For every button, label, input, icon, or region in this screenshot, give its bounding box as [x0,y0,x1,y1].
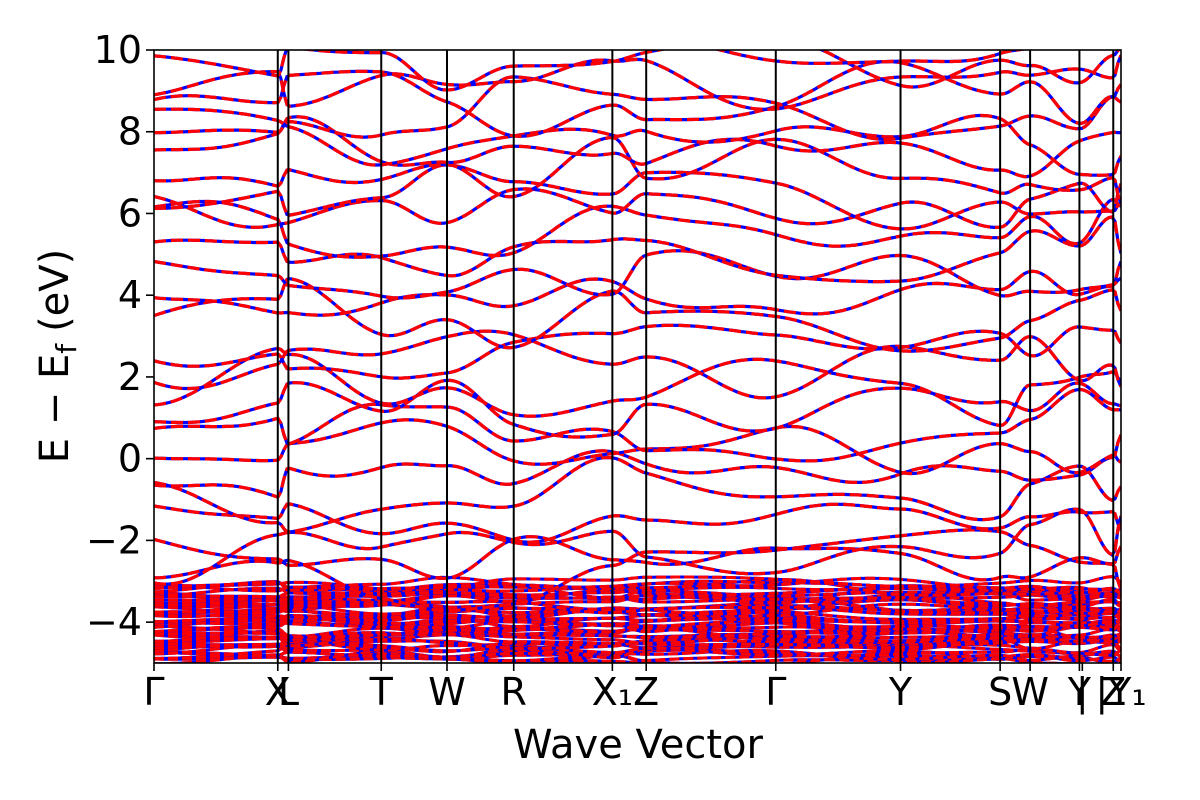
band-line-red [154,115,1121,179]
band-line-red [154,535,1121,582]
band-line-blue [154,215,1121,284]
x-tick-label: W [428,670,466,714]
band-line-red [154,260,1121,317]
x-tick-label: S [988,670,1012,714]
band-line-red [154,163,1121,231]
x-tick-label: R [501,670,527,714]
x-tick-label: T [369,670,394,714]
x-tick-label: X₁ [592,670,633,714]
band-line-blue [154,107,1121,177]
y-tick-label: 10 [94,28,142,72]
band-line-blue [154,198,1121,259]
band-line-red [154,614,1121,634]
y-tick-label: 8 [118,110,142,154]
y-tick-label: 0 [118,437,142,481]
x-axis-label: Wave Vector [513,722,764,768]
band-line-red [154,249,1121,300]
band-line-red [154,528,1121,613]
band-line-red [154,418,1121,476]
band-line-red [154,582,1121,600]
y-tick-label: −4 [86,600,142,644]
x-tick-label: Γ [143,670,164,714]
x-tick-label: X [265,670,291,714]
band-line-red [154,455,1121,534]
band-line-red [154,502,1121,544]
x-tick-label: | [1076,670,1089,715]
band-line-red [154,346,1121,428]
x-tick-label: Y [1067,670,1092,714]
y-axis-label-unit: (eV) [32,249,78,332]
high-symmetry-lines [276,50,1115,663]
band-line-red [154,50,1121,92]
band-lines [154,50,1121,663]
band-line-red [154,215,1121,284]
y-axis-label-sub: f [50,343,83,354]
band-line-red [713,50,1028,65]
band-line-red [154,198,1121,259]
y-tick-label: −2 [86,518,142,562]
band-line-red [154,606,1121,623]
y-tick-label: 2 [118,355,142,399]
x-tick-label: Y [888,670,913,714]
band-line-red [154,575,1121,593]
band-line-red [154,323,1121,380]
band-line-blue [154,502,1121,544]
band-line-red [154,60,1121,138]
band-line-red [154,507,1121,586]
band-line-red [154,387,1121,463]
band-line-red [154,610,1121,628]
band-line-blue [154,378,1121,439]
x-tick-label: W [1011,670,1049,714]
y-tick-label: 6 [118,191,142,235]
y-axis-label-main: E − E [32,354,78,464]
band-line-red [154,329,1121,400]
x-tick-label: Z [1100,670,1126,714]
band-line-red [154,644,1121,660]
x-axis-ticks: Γ XL T W R X₁ Z Γ Y S W Y| Z|Y₁ [143,663,1147,715]
y-tick-label: 4 [118,273,142,317]
band-line-blue [154,249,1121,300]
band-line-red [154,584,1121,602]
band-line-red [154,75,1121,142]
band-line-red [154,594,1121,610]
band-line-red [154,643,1121,663]
band-line-blue [154,323,1121,380]
band-line-red [154,54,1121,111]
band-line-red [154,181,1121,229]
x-tick-label: Γ [765,670,786,714]
y-axis-ticks: −4 −2 0 2 4 6 8 10 [86,28,154,644]
band-line-blue [154,578,1121,597]
band-line-blue [154,136,1121,205]
band-line-red [154,378,1121,439]
band-line-red [154,434,1121,500]
x-tick-label: Z [633,670,659,714]
y-axis-label: E − Ef (eV) [32,249,83,464]
band-line-red [154,136,1121,205]
x-tick-label: |Y₁ [1095,670,1146,715]
band-line-red [154,622,1121,643]
band-line-red [154,107,1121,177]
x-tick-label: L [278,670,299,714]
band-line-blue [154,649,1121,663]
plot-frame [153,49,1122,664]
